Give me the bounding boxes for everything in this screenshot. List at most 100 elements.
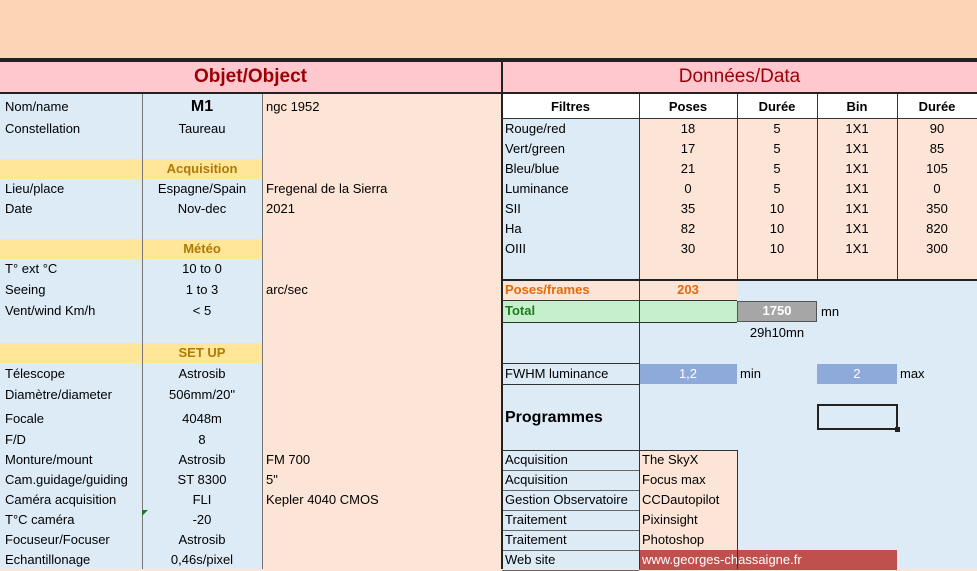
- object-row-value: 506mm/20": [168, 387, 236, 402]
- object-row-value: FLI: [192, 492, 212, 507]
- filter-names-bg: [502, 118, 639, 280]
- filter-bin: 1X1: [845, 201, 869, 216]
- fill-handle[interactable]: [895, 427, 900, 432]
- section-setup-label: SET UP: [178, 345, 226, 360]
- object-row-value: 8: [198, 432, 206, 447]
- programme-software: Photoshop: [639, 530, 737, 551]
- selected-cell[interactable]: [817, 404, 898, 430]
- data-header: Données/Data: [502, 62, 977, 92]
- filter-duree: 10: [769, 221, 785, 236]
- section-meteo-label: Météo: [183, 241, 221, 256]
- section-band-acquisition: [0, 159, 262, 179]
- filter-bin: 1X1: [845, 141, 869, 156]
- section-band-meteo: [0, 239, 262, 259]
- filter-duree: 5: [773, 141, 781, 156]
- total-hours-minutes: 29h10mn: [749, 325, 805, 340]
- grid-line: [262, 94, 263, 569]
- total-row-bg: [502, 301, 737, 322]
- filter-bin: 1X1: [845, 181, 869, 196]
- grid-line: [737, 94, 738, 280]
- filter-bin: 1X1: [845, 161, 869, 176]
- grid-line: [817, 94, 818, 280]
- object-row-label: Date: [5, 201, 33, 216]
- filter-total: 90: [929, 121, 945, 136]
- filter-poses: 82: [680, 221, 696, 236]
- total-label: Total: [505, 303, 536, 318]
- column-header: Bin: [846, 99, 868, 114]
- column-header: Poses: [668, 99, 708, 114]
- object-row-label: Monture/mount: [5, 452, 93, 467]
- grid-line: [502, 450, 737, 451]
- object-row-value: Astrosib: [178, 532, 226, 547]
- grid-line: [0, 60, 977, 62]
- column-header: Durée: [918, 99, 956, 114]
- object-row-extra: 5": [266, 472, 278, 487]
- programme-category: Acquisition: [502, 470, 639, 491]
- object-row-value: 0,46s/pixel: [170, 552, 234, 567]
- filter-bin: 1X1: [845, 121, 869, 136]
- filter-name: Ha: [505, 221, 522, 236]
- filter-duree: 10: [769, 201, 785, 216]
- total-unit: mn: [821, 304, 840, 319]
- grid-line: [502, 384, 639, 385]
- programme-category: Traitement: [502, 510, 639, 531]
- filter-total: 300: [926, 241, 948, 256]
- lower-right-bg: [737, 280, 977, 569]
- grid-line: [502, 279, 977, 281]
- object-row-label: Cam.guidage/guiding: [5, 472, 128, 487]
- column-header: Filtres: [550, 99, 590, 114]
- programme-category: Gestion Observatoire: [502, 490, 639, 511]
- section-acquisition-label: Acquisition: [166, 161, 238, 176]
- programme-software: The SkyX: [639, 450, 737, 471]
- filter-bin: 1X1: [845, 241, 869, 256]
- programme-category: Traitement: [502, 530, 639, 551]
- grid-line: [142, 94, 143, 569]
- column-header: Durée: [758, 99, 796, 114]
- programme-software: CCDautopilot: [639, 490, 737, 511]
- section-band-setup: [0, 343, 262, 363]
- object-row-label: Echantillonage: [5, 552, 91, 567]
- object-row-label: Diamètre/diameter: [5, 387, 112, 402]
- grid-line: [502, 363, 639, 364]
- filter-name: SII: [505, 201, 521, 216]
- fwhm-max-label: max: [900, 366, 925, 381]
- fwhm-min-value: 1,2: [678, 366, 698, 381]
- filter-duree: 5: [773, 161, 781, 176]
- object-row-value: Nov-dec: [177, 201, 227, 216]
- filter-poses: 18: [680, 121, 696, 136]
- filter-name: Luminance: [505, 181, 569, 196]
- object-row-extra: FM 700: [266, 452, 311, 467]
- grid-line: [502, 322, 737, 323]
- filter-poses: 17: [680, 141, 696, 156]
- filter-total: 105: [926, 161, 948, 176]
- total-value-box[interactable]: [737, 301, 817, 322]
- website-link[interactable]: www.georges-chassaigne.fr: [639, 550, 897, 570]
- programme-category: Web site: [502, 550, 639, 571]
- object-row-value: 10 to 0: [182, 261, 222, 276]
- grid-line: [0, 92, 977, 94]
- object-row-value: Astrosib: [178, 452, 226, 467]
- filter-name: Bleu/blue: [505, 161, 560, 176]
- grid-line: [897, 94, 898, 280]
- object-row-label: Focuseur/Focuser: [5, 532, 110, 547]
- object-row-extra: Kepler 4040 CMOS: [266, 492, 379, 507]
- filter-bin: 1X1: [845, 221, 869, 236]
- filter-poses: 35: [680, 201, 696, 216]
- grid-line: [639, 94, 640, 569]
- poses-frames-label: Poses/frames: [505, 282, 590, 297]
- object-row-label: T° ext °C: [5, 261, 58, 276]
- object-row-label: Vent/wind Km/h: [5, 303, 96, 318]
- object-row-value: Astrosib: [178, 366, 226, 381]
- object-row-extra: ngc 1952: [266, 99, 320, 114]
- fwhm-max-box[interactable]: [817, 364, 897, 384]
- top-band: [0, 0, 977, 60]
- filter-total: 85: [929, 141, 945, 156]
- programmes-area-bg: [639, 322, 737, 450]
- object-header: Objet/Object: [0, 62, 501, 92]
- filter-poses: 21: [680, 161, 696, 176]
- object-row-value: Taureau: [178, 121, 226, 136]
- fwhm-min-box[interactable]: [639, 364, 737, 384]
- filter-name: Rouge/red: [505, 121, 566, 136]
- grid-line: [501, 60, 503, 569]
- object-row-value: 4048m: [182, 411, 222, 426]
